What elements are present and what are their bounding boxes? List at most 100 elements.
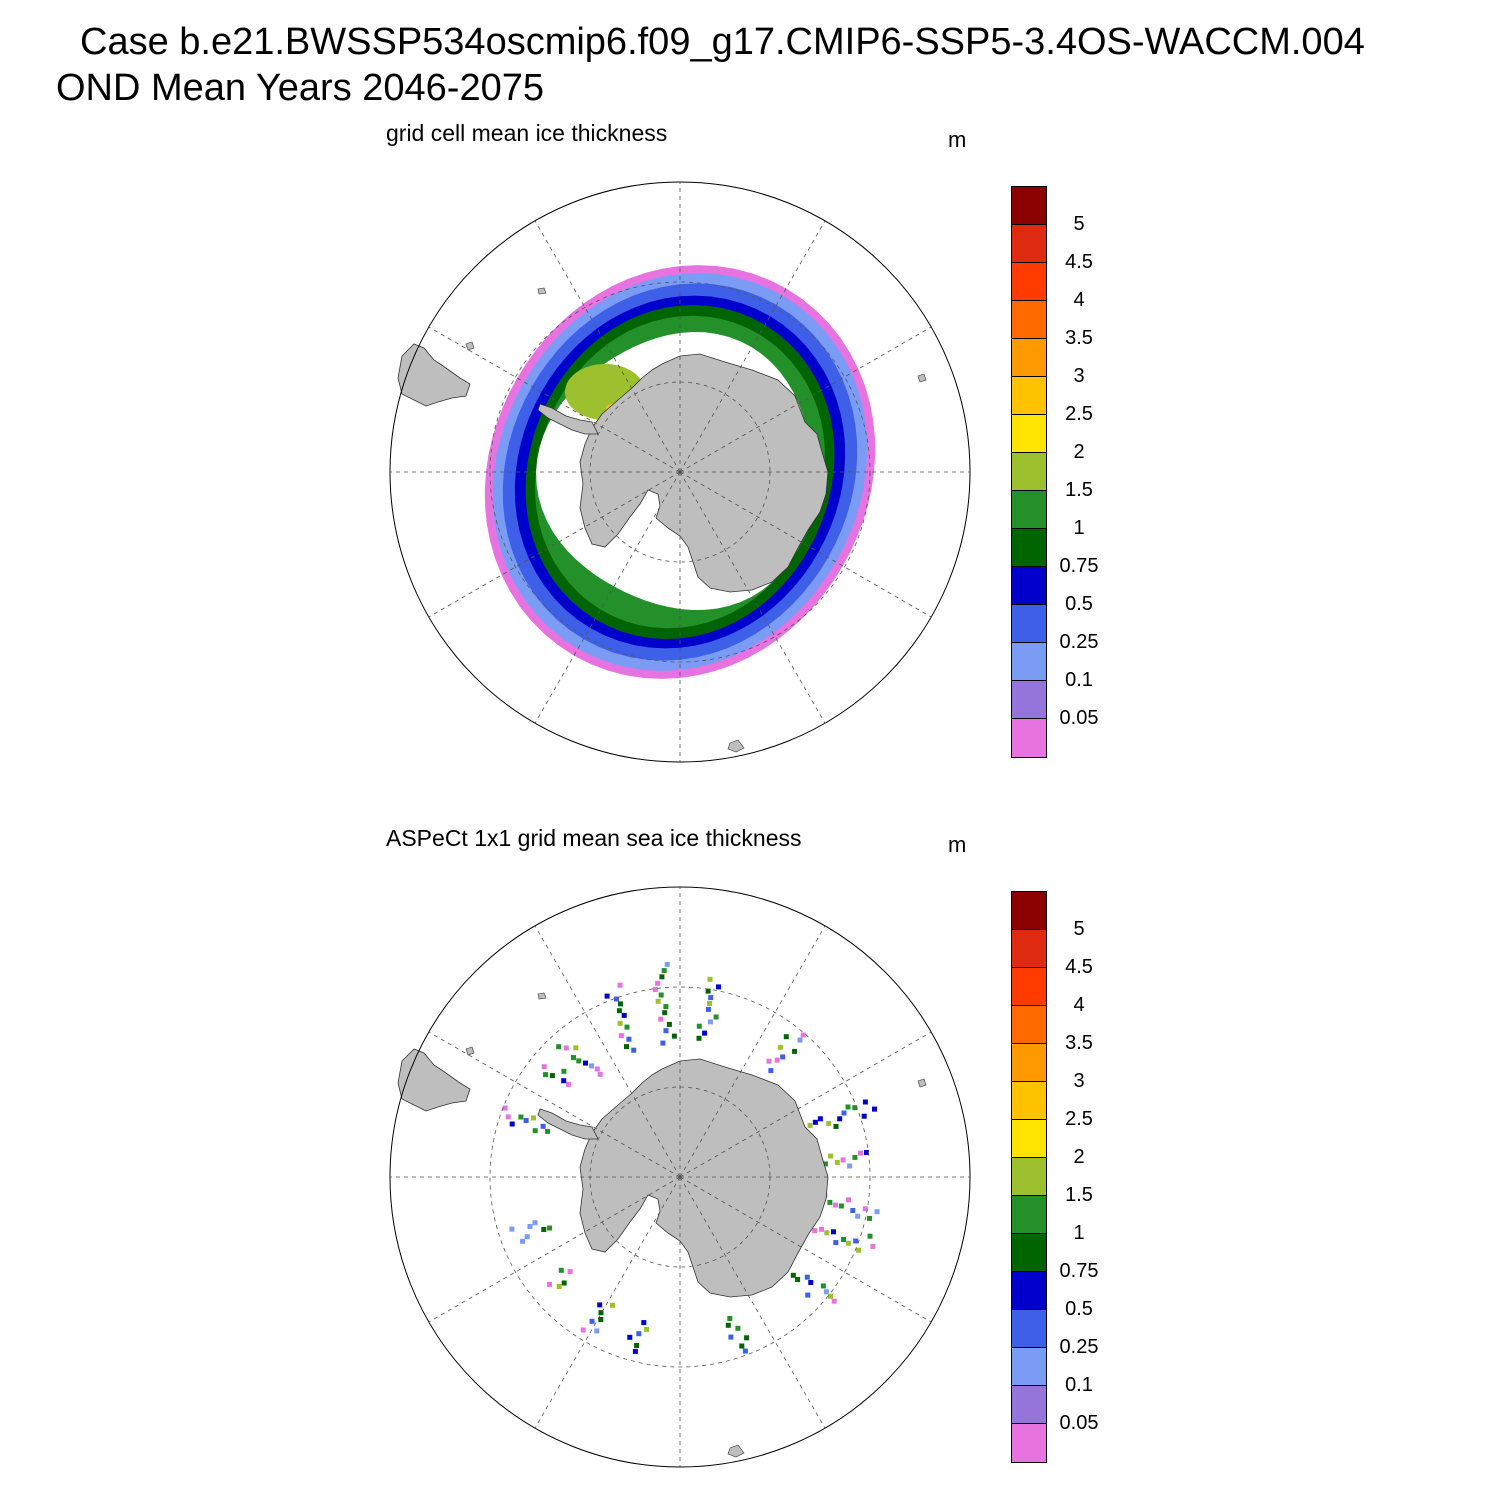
latitude-circle	[489, 986, 871, 1368]
observation-cell	[867, 1215, 872, 1221]
observation-cell	[812, 1228, 818, 1234]
observation-cell	[841, 1110, 847, 1116]
observation-cell	[790, 1272, 796, 1278]
colorbar-swatch	[1012, 301, 1046, 339]
observation-cell	[547, 1281, 552, 1287]
colorbar-label: 5	[1073, 213, 1085, 235]
observation-cell	[867, 1233, 873, 1239]
observation-cell	[861, 1113, 867, 1119]
panel-1-units: m	[948, 127, 967, 152]
colorbar-swatch	[1012, 1234, 1046, 1272]
colorbar-swatch	[1012, 1006, 1046, 1044]
meridian-line	[534, 471, 681, 724]
observation-cell	[594, 1328, 600, 1334]
colorbar-label: 0.25	[1059, 631, 1099, 653]
observation-cell	[822, 1161, 828, 1167]
observation-cell	[652, 987, 658, 993]
observation-cell	[780, 1054, 786, 1060]
observation-cell	[846, 1197, 851, 1203]
latitude-circle	[589, 1086, 771, 1268]
island	[727, 739, 745, 753]
colorbar-label: 1.5	[1065, 1184, 1093, 1206]
colorbar-label: 3.5	[1065, 327, 1093, 349]
colorbar-swatch	[1012, 339, 1046, 377]
observation-cell	[808, 1280, 814, 1285]
observation-cell	[614, 996, 619, 1002]
observation-cell	[831, 1229, 836, 1235]
observation-cell	[768, 1068, 774, 1074]
south-america-landmass	[397, 343, 471, 407]
observation-cell	[547, 1225, 553, 1231]
observation-cell	[632, 1348, 638, 1354]
observation-cell	[531, 1115, 536, 1121]
observation-cell	[847, 1163, 853, 1169]
island	[537, 287, 547, 295]
observation-cell	[524, 1234, 530, 1240]
observation-cell	[561, 1068, 567, 1074]
colorbar-label: 4.5	[1065, 251, 1093, 273]
observation-cell	[834, 1159, 840, 1165]
observation-cell	[627, 1334, 633, 1340]
observation-cell	[589, 1318, 595, 1324]
observation-cell	[576, 1058, 582, 1064]
observation-cell	[744, 1335, 750, 1341]
observation-cell	[580, 1327, 586, 1333]
graticule	[389, 181, 971, 763]
observation-cell	[663, 1028, 669, 1034]
meridian-line	[534, 1176, 681, 1429]
observation-cell	[540, 1123, 546, 1129]
observation-cell	[855, 1213, 861, 1219]
observation-cell	[626, 1036, 632, 1042]
observation-cell	[505, 1114, 511, 1120]
observation-cell	[624, 1044, 629, 1050]
observation-cell	[617, 1020, 623, 1026]
observation-cell	[589, 1063, 595, 1069]
observation-cell	[617, 982, 623, 988]
observation-cell	[705, 988, 711, 994]
antarctic-peninsula	[537, 403, 599, 435]
observation-cell	[831, 1298, 837, 1304]
colorbar-swatch	[1012, 1196, 1046, 1234]
colorbar-label: 4.5	[1065, 956, 1093, 978]
observation-cell	[840, 1157, 846, 1163]
antarctic-peninsula	[537, 1108, 599, 1140]
colorbar-label: 0.5	[1065, 593, 1093, 615]
observation-cell	[696, 1023, 702, 1029]
observation-cell	[655, 998, 661, 1004]
colorbar-swatch	[1012, 1272, 1046, 1310]
observation-cell	[671, 1033, 677, 1039]
colorbar-swatch	[1012, 453, 1046, 491]
observation-cell	[664, 961, 670, 967]
observation-cell	[659, 974, 665, 980]
observation-cell	[862, 1099, 868, 1105]
observation-cell	[616, 1008, 622, 1014]
observation-cell	[655, 980, 661, 986]
colorbar-label: 4	[1073, 289, 1085, 311]
colorbar-swatch	[1012, 892, 1046, 930]
observation-cell	[804, 1274, 810, 1280]
observation-cell	[565, 1081, 571, 1087]
observation-cell	[819, 1226, 825, 1232]
colorbar-swatches	[1011, 891, 1047, 1463]
colorbar-swatch	[1012, 1082, 1046, 1120]
colorbar-label: 2.5	[1065, 403, 1093, 425]
observation-cell	[660, 1040, 666, 1046]
colorbar-label: 0.1	[1065, 669, 1093, 691]
colorbar-label: 0.05	[1059, 1412, 1099, 1434]
observation-cell	[509, 1121, 515, 1127]
observation-cell	[561, 1078, 567, 1084]
observation-cell	[532, 1220, 538, 1226]
observation-cell	[573, 1045, 579, 1051]
observation-cell	[812, 1119, 818, 1125]
observation-cell	[828, 1293, 833, 1299]
observation-cell	[742, 1348, 748, 1354]
observation-cell	[520, 1238, 526, 1244]
observation-cell	[766, 1058, 772, 1064]
colorbar-swatch	[1012, 377, 1046, 415]
observation-cell	[661, 968, 667, 974]
observation-cell	[597, 1071, 603, 1077]
meridian-line	[679, 326, 932, 473]
observation-cell	[713, 1014, 719, 1020]
meridian-line	[428, 1176, 681, 1323]
latitude-circle	[489, 281, 871, 663]
